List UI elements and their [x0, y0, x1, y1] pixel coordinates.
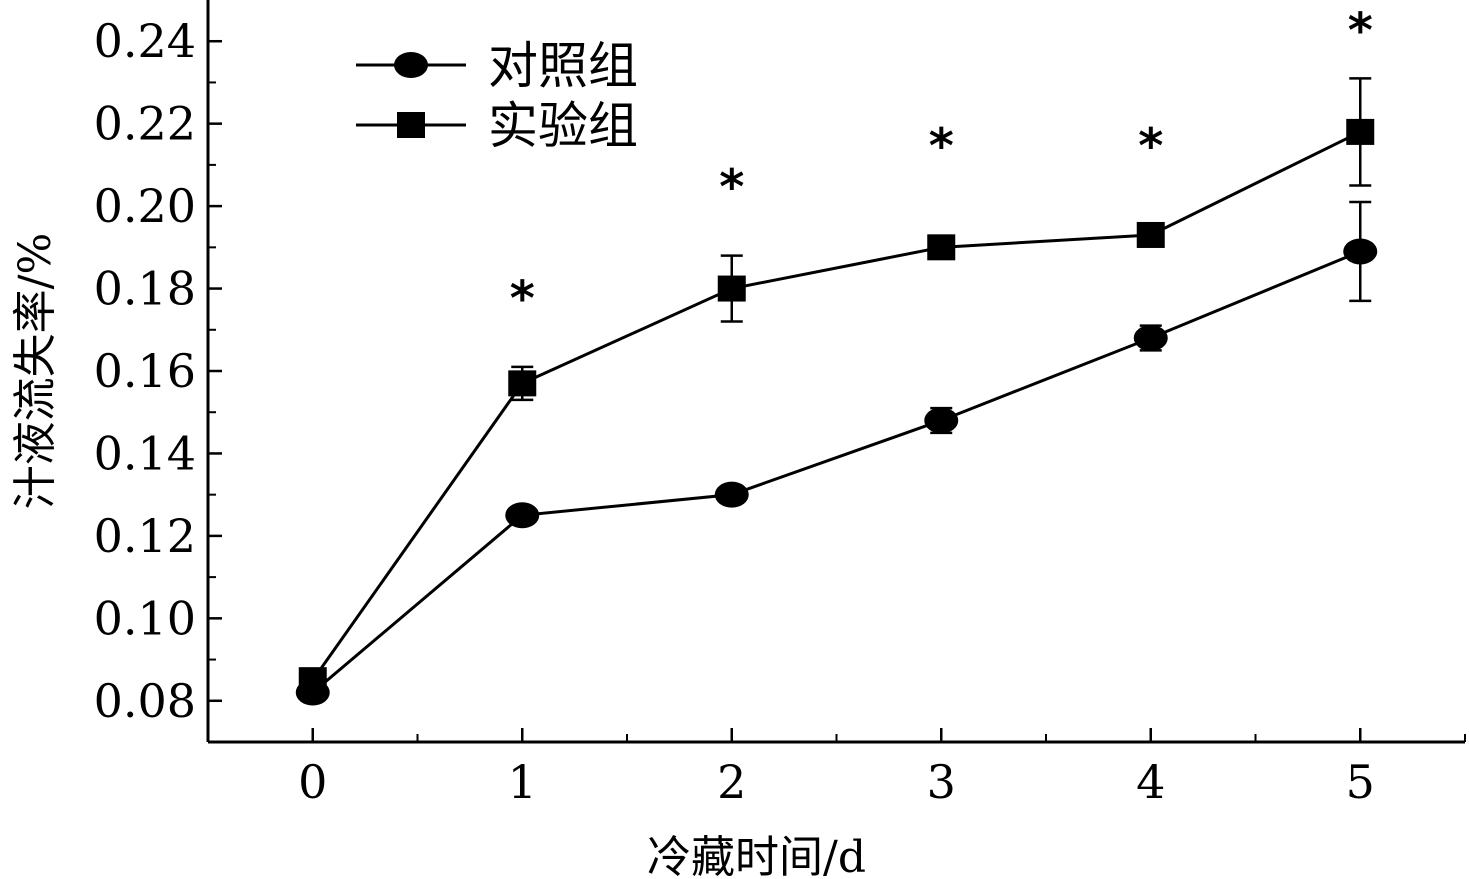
y-tick-label: 0.12 — [94, 509, 196, 563]
x-tick-label: 3 — [927, 755, 956, 809]
significance-star: * — [929, 118, 954, 174]
legend-label: 对照组 — [488, 37, 638, 95]
data-point — [1343, 238, 1378, 265]
data-point — [714, 481, 749, 508]
legend-label: 实验组 — [488, 97, 638, 155]
series-layer — [295, 77, 1378, 706]
significance-star: * — [1138, 118, 1163, 174]
significance-star: * — [719, 160, 744, 216]
data-point — [508, 370, 537, 397]
data-point — [924, 407, 959, 434]
data-point — [505, 502, 540, 529]
data-point — [1136, 221, 1165, 248]
x-tick-label: 2 — [717, 755, 746, 809]
x-tick-label: 1 — [508, 755, 537, 809]
legend-entry: 对照组 — [356, 37, 638, 95]
x-tick-label: 4 — [1136, 755, 1165, 809]
legend-square-marker — [397, 112, 425, 138]
y-tick-label: 0.22 — [94, 97, 196, 151]
legend-entry: 实验组 — [356, 97, 638, 155]
x-tick-label: 5 — [1346, 755, 1375, 809]
data-point — [927, 234, 956, 261]
data-point — [1133, 325, 1168, 352]
series-circle — [295, 200, 1378, 706]
legend-circle-marker — [394, 52, 428, 78]
significance-markers: * * * * * — [510, 3, 1373, 327]
axes: 0 1 2 3 4 5 0.08 0.10 0.12 0.14 0.16 0.18 0.20 0.22 0.… — [94, 0, 1466, 809]
y-tick-label: 0.16 — [94, 344, 196, 398]
y-tick-label: 0.18 — [94, 262, 196, 316]
y-tick-label: 0.20 — [94, 179, 196, 233]
y-axis-title: 汁液流失率/% — [10, 233, 61, 510]
data-point — [1346, 118, 1375, 145]
series-line — [311, 130, 1361, 682]
x-axis-title: 冷藏时间/d — [647, 832, 866, 879]
data-point — [298, 667, 327, 694]
significance-star: * — [510, 271, 535, 327]
data-point — [717, 275, 746, 302]
significance-star: * — [1348, 3, 1373, 59]
y-tick-label: 0.24 — [94, 14, 196, 68]
y-tick-label: 0.08 — [94, 674, 196, 728]
series-line — [311, 250, 1361, 694]
series-square — [298, 77, 1375, 694]
y-tick-label: 0.14 — [94, 426, 196, 480]
y-tick-label: 0.10 — [94, 591, 196, 645]
x-tick-label: 0 — [298, 755, 327, 809]
